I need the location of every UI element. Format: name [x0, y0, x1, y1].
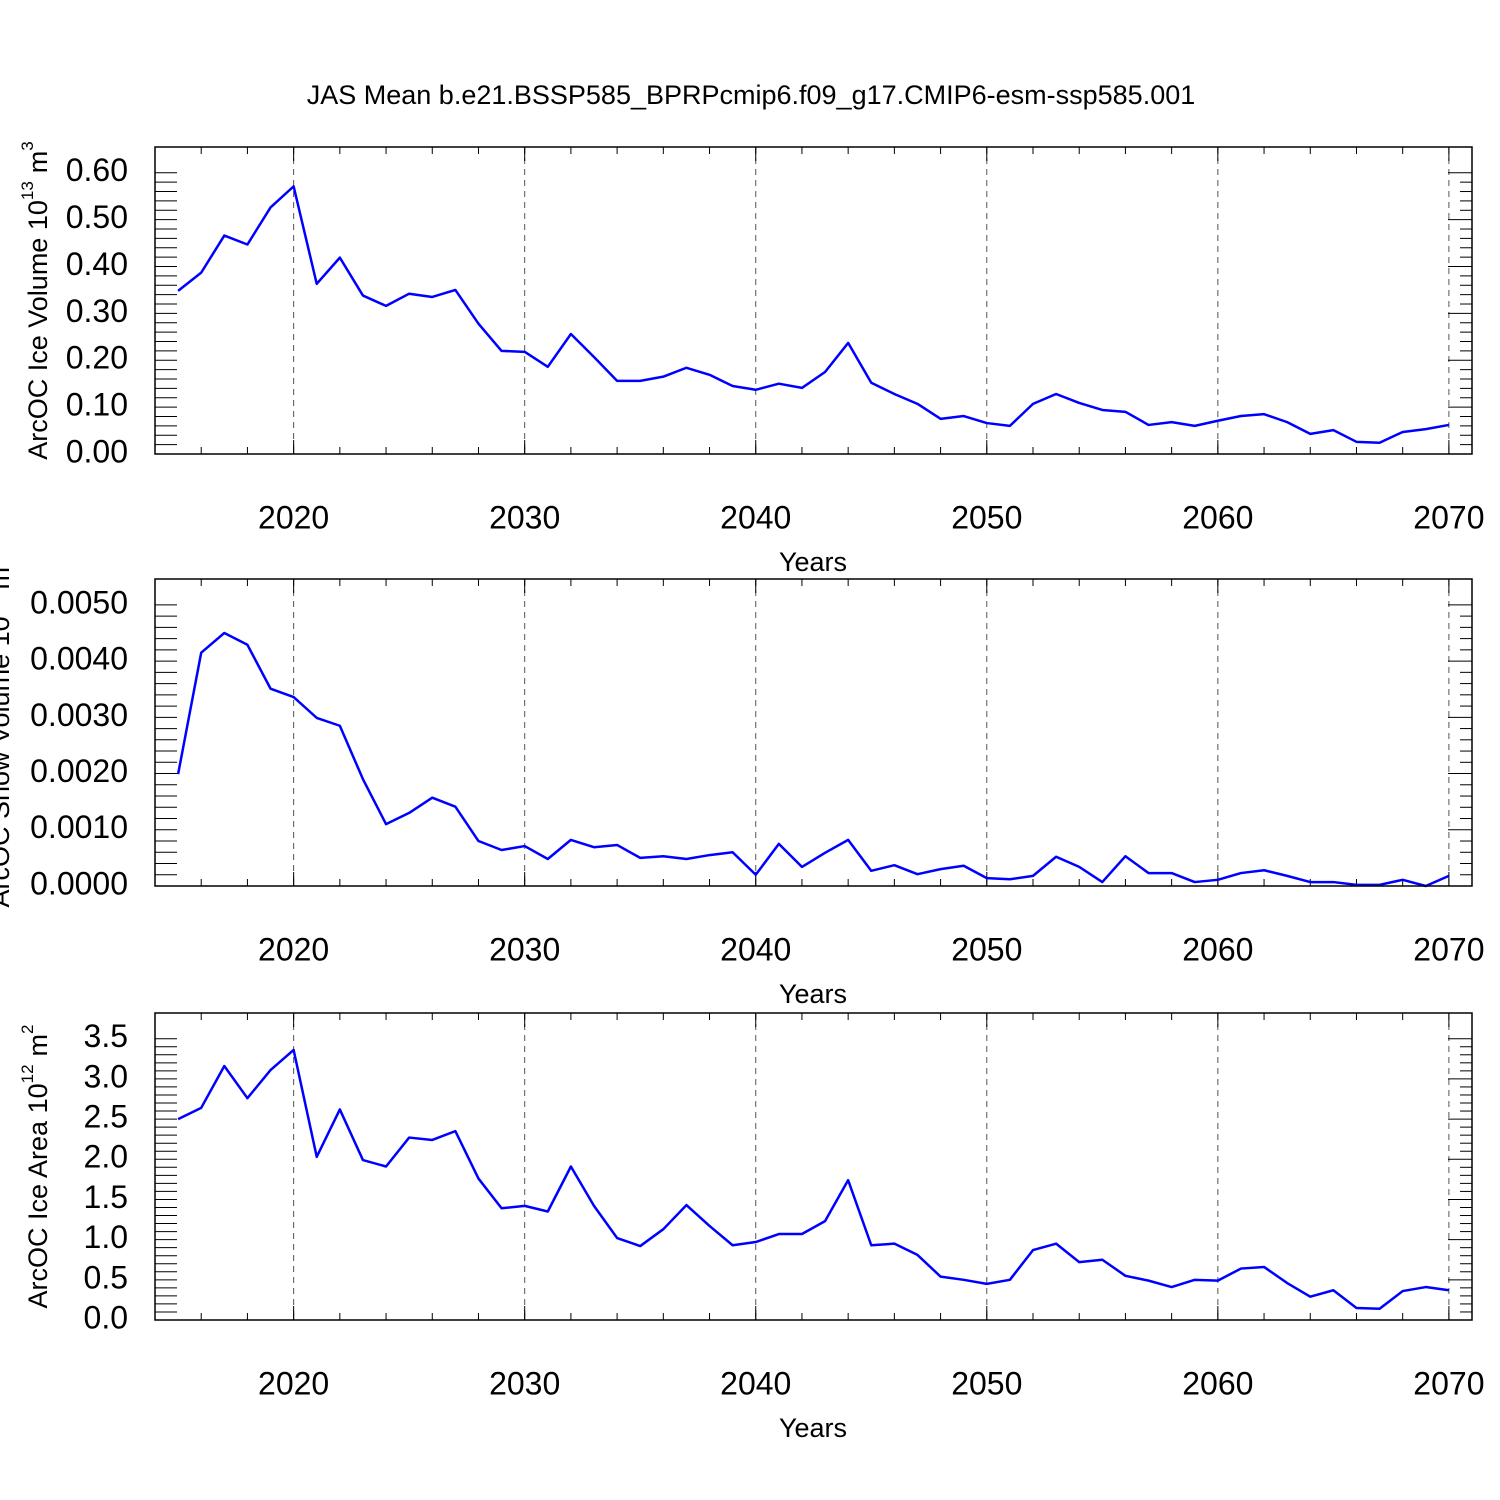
y-tick-label: 0.40 [66, 246, 128, 282]
y-tick-label: 0.0000 [30, 865, 128, 901]
x-tick-label: 2050 [951, 931, 1022, 967]
y-tick-label: 0.0040 [30, 641, 128, 677]
y-tick-label: 0.20 [66, 340, 128, 376]
x-tick-label: 2060 [1182, 499, 1253, 535]
y-axis-label: ArcOC Snow Volume 1013m3 [0, 557, 15, 907]
panel: 2020 2030 2040 2050 2060 2070 0.0000 0.0010 0.00… [0, 557, 1484, 1009]
y-tick-label: 0.0 [84, 1299, 128, 1335]
y-tick-label: 0.10 [66, 387, 128, 423]
plot-frame [154, 578, 1473, 887]
y-label-exponent: 12 [18, 1064, 37, 1083]
y-tick-label: 3.5 [84, 1018, 128, 1054]
y-label-unit: m [23, 1034, 53, 1057]
y-label-unit: m [23, 151, 53, 174]
y-label-unit: m [0, 567, 15, 590]
y-tick-label: 2.5 [84, 1099, 128, 1135]
figure-title: JAS Mean b.e21.BSSP585_BPRPcmip6.f09_g17… [307, 80, 1196, 110]
y-label-exponent: 13 [18, 181, 37, 200]
data-line [176, 631, 1450, 888]
x-axis-label: Years [779, 1413, 847, 1443]
x-tick-label: 2040 [720, 931, 791, 967]
y-label-text: ArcOC Snow Volume 10 [0, 616, 15, 907]
y-label-text: ArcOC Ice Volume 10 [23, 200, 53, 460]
y-label-text: ArcOC Ice Area 10 [23, 1083, 53, 1308]
y-tick-label: 0.00 [66, 433, 128, 469]
panel: 2020 2030 2040 2050 2060 2070 0.0 0.5 1.0 1.5 2.0 2… [18, 1012, 1484, 1443]
x-tick-label: 2040 [720, 1365, 791, 1401]
x-tick-label: 2060 [1182, 931, 1253, 967]
panel: 2020 2030 2040 2050 2060 2070 0.00 0.10 0.20 0.30… [18, 141, 1484, 577]
y-tick-label: 0.0010 [30, 809, 128, 845]
x-tick-label: 2030 [489, 1365, 560, 1401]
y-tick-label: 0.50 [66, 199, 128, 235]
x-tick-label: 2050 [951, 1365, 1022, 1401]
y-label-unit-exponent: 2 [18, 1025, 37, 1034]
x-axis-label: Years [779, 547, 847, 577]
y-tick-label: 0.0020 [30, 753, 128, 789]
plot-frame [154, 1012, 1473, 1321]
y-tick-label: 0.30 [66, 293, 128, 329]
x-tick-label: 2020 [258, 1365, 329, 1401]
x-axis-label: Years [779, 979, 847, 1009]
plot-frame [154, 146, 1473, 455]
x-tick-label: 2070 [1413, 931, 1484, 967]
y-tick-label: 1.5 [84, 1179, 128, 1215]
x-tick-label: 2070 [1413, 1365, 1484, 1401]
x-tick-label: 2050 [951, 499, 1022, 535]
y-tick-label: 0.0030 [30, 697, 128, 733]
x-tick-label: 2030 [489, 499, 560, 535]
x-tick-label: 2020 [258, 499, 329, 535]
y-label-unit-exponent: 3 [18, 141, 37, 150]
y-tick-label: 0.0050 [30, 584, 128, 620]
x-tick-label: 2060 [1182, 1365, 1253, 1401]
y-axis-label: ArcOC Ice Area 1012 m2 [18, 1025, 53, 1309]
x-tick-label: 2020 [258, 931, 329, 967]
x-tick-label: 2030 [489, 931, 560, 967]
x-tick-label: 2070 [1413, 499, 1484, 535]
y-tick-label: 2.0 [84, 1139, 128, 1175]
x-tick-label: 2040 [720, 499, 791, 535]
y-tick-label: 3.0 [84, 1058, 128, 1094]
data-line [177, 185, 1450, 445]
y-tick-label: 0.5 [84, 1259, 128, 1295]
y-tick-label: 1.0 [84, 1219, 128, 1255]
y-axis-label: ArcOC Ice Volume 1013 m3 [18, 141, 53, 460]
y-tick-label: 0.60 [66, 152, 128, 188]
data-line [177, 1048, 1450, 1310]
